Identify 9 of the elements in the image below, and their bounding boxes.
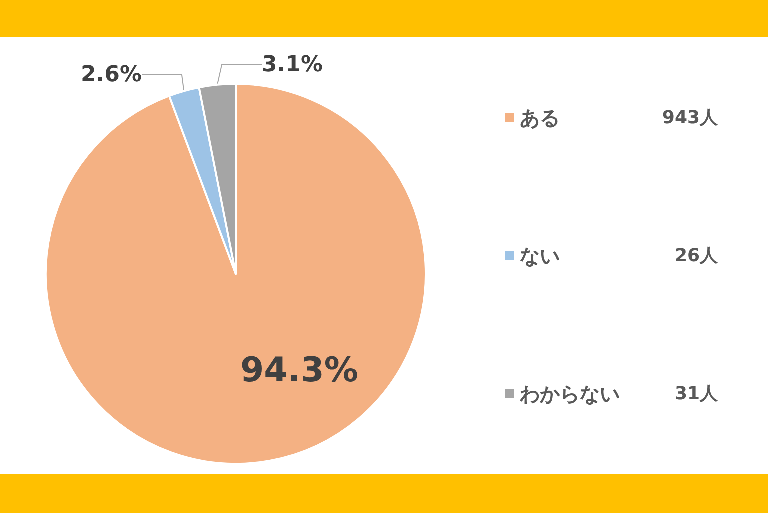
data-label: 3.1% xyxy=(262,52,324,78)
text: 943人 xyxy=(662,108,719,128)
data-label: 2.6% xyxy=(80,62,142,88)
text: 26人 xyxy=(674,246,719,266)
legend-label: ない xyxy=(520,244,560,268)
text: 31人 xyxy=(674,384,719,404)
legend-label: ある xyxy=(520,106,560,130)
legend-label: わからない xyxy=(519,382,620,406)
data-label: 94.3% xyxy=(240,350,358,390)
